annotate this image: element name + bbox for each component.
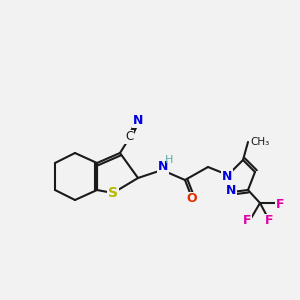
Text: H: H	[165, 155, 173, 165]
Text: C: C	[125, 130, 133, 143]
Text: N: N	[226, 184, 236, 197]
Text: CH₃: CH₃	[250, 137, 269, 147]
Text: F: F	[265, 214, 273, 227]
Text: N: N	[222, 169, 232, 182]
Text: O: O	[187, 193, 197, 206]
Text: F: F	[243, 214, 251, 227]
Text: N: N	[133, 113, 143, 127]
Text: S: S	[108, 186, 118, 200]
Text: F: F	[276, 197, 284, 211]
Text: N: N	[158, 160, 168, 173]
